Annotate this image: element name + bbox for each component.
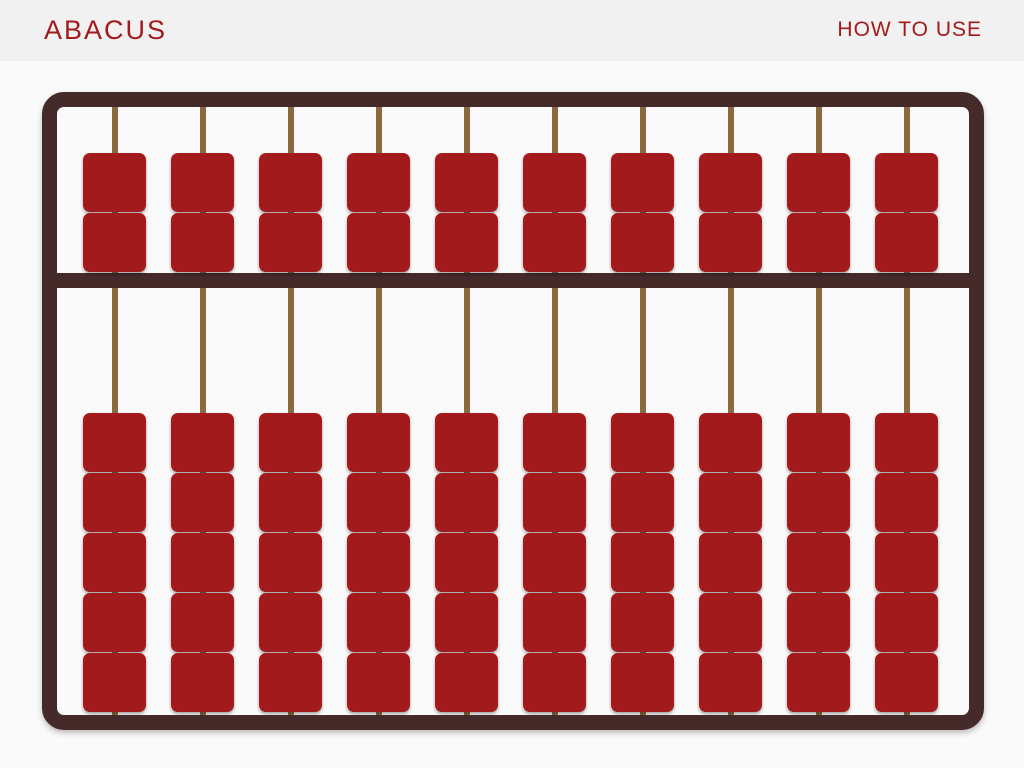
lower-bead[interactable] bbox=[699, 593, 762, 652]
lower-bead[interactable] bbox=[83, 593, 146, 652]
how-to-use-button[interactable]: HOW TO USE bbox=[837, 18, 982, 41]
lower-bead[interactable] bbox=[611, 533, 674, 592]
upper-bead[interactable] bbox=[787, 213, 850, 272]
upper-bead[interactable] bbox=[171, 153, 234, 212]
lower-bead[interactable] bbox=[523, 593, 586, 652]
lower-bead[interactable] bbox=[875, 593, 938, 652]
upper-bead[interactable] bbox=[347, 153, 410, 212]
upper-bead[interactable] bbox=[699, 153, 762, 212]
lower-bead[interactable] bbox=[435, 653, 498, 712]
lower-bead[interactable] bbox=[259, 473, 322, 532]
lower-bead[interactable] bbox=[171, 653, 234, 712]
upper-bead[interactable] bbox=[259, 153, 322, 212]
lower-bead[interactable] bbox=[171, 473, 234, 532]
abacus-beam bbox=[57, 273, 969, 288]
lower-bead[interactable] bbox=[875, 473, 938, 532]
lower-bead[interactable] bbox=[523, 473, 586, 532]
lower-bead[interactable] bbox=[523, 413, 586, 472]
app-title: ABACUS bbox=[44, 15, 168, 45]
upper-bead[interactable] bbox=[611, 213, 674, 272]
lower-bead[interactable] bbox=[523, 533, 586, 592]
lower-bead[interactable] bbox=[171, 413, 234, 472]
lower-bead[interactable] bbox=[787, 533, 850, 592]
lower-bead[interactable] bbox=[699, 413, 762, 472]
lower-bead[interactable] bbox=[611, 653, 674, 712]
upper-bead[interactable] bbox=[259, 213, 322, 272]
lower-bead[interactable] bbox=[435, 533, 498, 592]
lower-bead[interactable] bbox=[259, 413, 322, 472]
lower-bead[interactable] bbox=[611, 413, 674, 472]
upper-bead[interactable] bbox=[875, 153, 938, 212]
upper-bead[interactable] bbox=[83, 213, 146, 272]
app-bar: ABACUS HOW TO USE bbox=[0, 0, 1024, 61]
lower-bead[interactable] bbox=[699, 653, 762, 712]
lower-bead[interactable] bbox=[83, 653, 146, 712]
lower-bead[interactable] bbox=[259, 653, 322, 712]
lower-bead[interactable] bbox=[259, 533, 322, 592]
lower-bead[interactable] bbox=[787, 473, 850, 532]
lower-bead[interactable] bbox=[171, 593, 234, 652]
lower-bead[interactable] bbox=[435, 593, 498, 652]
upper-bead[interactable] bbox=[347, 213, 410, 272]
lower-bead[interactable] bbox=[699, 473, 762, 532]
abacus-frame bbox=[42, 92, 984, 730]
lower-bead[interactable] bbox=[611, 593, 674, 652]
upper-bead[interactable] bbox=[611, 153, 674, 212]
lower-bead[interactable] bbox=[171, 533, 234, 592]
lower-bead[interactable] bbox=[875, 413, 938, 472]
upper-bead[interactable] bbox=[523, 213, 586, 272]
upper-bead[interactable] bbox=[699, 213, 762, 272]
lower-bead[interactable] bbox=[347, 533, 410, 592]
upper-bead[interactable] bbox=[787, 153, 850, 212]
upper-bead[interactable] bbox=[875, 213, 938, 272]
lower-bead[interactable] bbox=[347, 653, 410, 712]
lower-bead[interactable] bbox=[787, 413, 850, 472]
lower-bead[interactable] bbox=[787, 593, 850, 652]
lower-bead[interactable] bbox=[435, 473, 498, 532]
lower-bead[interactable] bbox=[787, 653, 850, 712]
lower-bead[interactable] bbox=[347, 593, 410, 652]
lower-bead[interactable] bbox=[435, 413, 498, 472]
lower-bead[interactable] bbox=[83, 473, 146, 532]
lower-bead[interactable] bbox=[83, 533, 146, 592]
lower-bead[interactable] bbox=[83, 413, 146, 472]
lower-bead[interactable] bbox=[523, 653, 586, 712]
lower-bead[interactable] bbox=[611, 473, 674, 532]
lower-bead[interactable] bbox=[259, 593, 322, 652]
lower-bead[interactable] bbox=[347, 473, 410, 532]
upper-bead[interactable] bbox=[435, 153, 498, 212]
lower-bead[interactable] bbox=[347, 413, 410, 472]
lower-bead[interactable] bbox=[699, 533, 762, 592]
upper-bead[interactable] bbox=[83, 153, 146, 212]
lower-bead[interactable] bbox=[875, 533, 938, 592]
lower-bead[interactable] bbox=[875, 653, 938, 712]
upper-bead[interactable] bbox=[523, 153, 586, 212]
upper-bead[interactable] bbox=[171, 213, 234, 272]
upper-bead[interactable] bbox=[435, 213, 498, 272]
